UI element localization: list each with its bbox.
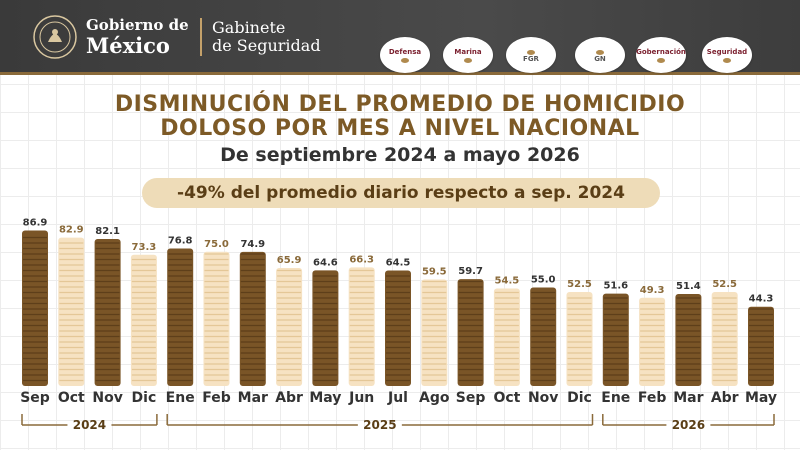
value-label-14: 55.0 <box>531 275 556 286</box>
value-label-6: 74.9 <box>240 239 265 250</box>
month-label-9: Jun <box>348 390 374 406</box>
month-label-1: Oct <box>58 390 85 406</box>
bar-5 <box>203 251 230 386</box>
gobernacion-logo: Gobernación <box>636 37 686 73</box>
reduction-annotation: -49% del promedio diario respecto a sep.… <box>142 178 660 208</box>
bar-19 <box>711 292 738 386</box>
bar-1 <box>58 237 85 386</box>
chart-subtitle: De septiembre 2024 a mayo 2026 <box>220 144 580 166</box>
gn-logo: GN <box>575 37 625 73</box>
value-label-15: 52.5 <box>567 279 592 290</box>
month-label-5: Feb <box>202 390 231 406</box>
bar-12 <box>457 279 484 386</box>
month-label-16: Ene <box>601 390 630 406</box>
bar-9 <box>348 267 375 386</box>
bar-20 <box>748 306 774 386</box>
month-label-20: May <box>745 390 777 406</box>
month-label-8: May <box>309 390 341 406</box>
value-label-1: 82.9 <box>59 225 84 236</box>
month-label-0: Sep <box>20 390 50 406</box>
value-label-16: 51.6 <box>603 281 628 292</box>
value-label-5: 75.0 <box>204 239 229 250</box>
gn-logo-text: GN <box>594 54 606 63</box>
value-label-20: 44.3 <box>749 294 774 305</box>
month-label-19: Abr <box>711 390 739 406</box>
value-label-3: 73.3 <box>132 242 157 253</box>
defensa-logo-text: Defensa <box>388 47 422 56</box>
marina-seal-icon <box>464 57 472 63</box>
bar-10 <box>385 270 411 386</box>
month-label-18: Mar <box>673 390 703 406</box>
value-label-19: 52.5 <box>712 279 737 290</box>
chart-title-line2: DOLOSO POR MES A NIVEL NACIONAL <box>160 116 640 141</box>
month-label-15: Dic <box>567 390 592 406</box>
month-label-7: Abr <box>275 390 303 406</box>
seguridad-logo: Seguridad <box>702 37 752 73</box>
bar-16 <box>602 293 629 386</box>
bar-18 <box>675 293 702 386</box>
month-label-4: Ene <box>166 390 195 406</box>
fgr-logo: FGR <box>506 37 556 73</box>
mexico-label: México <box>86 33 170 58</box>
value-label-10: 64.5 <box>386 258 411 269</box>
fgr-logo-text: FGR <box>523 54 539 63</box>
bar-11 <box>421 279 448 386</box>
value-label-2: 82.1 <box>95 226 120 237</box>
value-label-13: 54.5 <box>495 275 520 286</box>
seguridad-seal-icon <box>723 57 731 63</box>
value-label-17: 49.3 <box>640 285 665 296</box>
value-label-9: 66.3 <box>349 254 374 265</box>
defensa-logo: Defensa <box>380 37 430 73</box>
month-label-13: Oct <box>493 390 520 406</box>
header-bar: Gobierno de México Gabinete de Seguridad… <box>0 0 800 75</box>
year-label-1: 2025 <box>363 418 396 432</box>
marina-logo: Marina <box>443 37 493 73</box>
month-label-14: Nov <box>528 390 558 406</box>
month-label-17: Feb <box>638 390 667 406</box>
bar-15 <box>566 292 593 386</box>
year-label-2: 2026 <box>672 418 705 432</box>
seguridad-logo-text: Seguridad <box>706 47 748 56</box>
cabinet-label: Gabinete <box>212 18 286 37</box>
month-label-12: Sep <box>456 390 486 406</box>
gobernacion-seal-icon <box>657 57 665 63</box>
value-label-11: 59.5 <box>422 266 447 277</box>
month-label-6: Mar <box>238 390 268 406</box>
header-divider <box>200 18 202 56</box>
month-label-2: Nov <box>92 390 122 406</box>
bar-4 <box>167 248 194 386</box>
mexico-emblem-icon <box>33 15 77 59</box>
government-label: Gobierno de <box>86 16 189 34</box>
marina-logo-text: Marina <box>454 47 482 56</box>
gobernacion-logo-text: Gobernación <box>636 47 686 56</box>
gn-seal-icon <box>596 49 604 55</box>
year-label-0: 2024 <box>73 418 106 432</box>
value-label-12: 59.7 <box>458 266 483 277</box>
bar-8 <box>312 270 339 386</box>
bar-7 <box>276 268 303 386</box>
bar-6 <box>239 251 266 386</box>
value-label-8: 64.6 <box>313 257 338 268</box>
value-label-18: 51.4 <box>676 281 701 292</box>
value-label-0: 86.9 <box>23 217 48 228</box>
month-label-10: Jul <box>387 390 408 406</box>
defensa-seal-icon <box>401 57 409 63</box>
chart-title-line1: DISMINUCIÓN DEL PROMEDIO DE HOMICIDIO <box>114 92 686 117</box>
security-label: de Seguridad <box>212 36 321 55</box>
value-label-4: 76.8 <box>168 236 193 247</box>
bar-13 <box>493 288 520 386</box>
fgr-seal-icon <box>527 49 535 55</box>
month-label-3: Dic <box>132 390 157 406</box>
value-label-7: 65.9 <box>277 255 302 266</box>
month-label-11: Ago <box>419 390 450 406</box>
